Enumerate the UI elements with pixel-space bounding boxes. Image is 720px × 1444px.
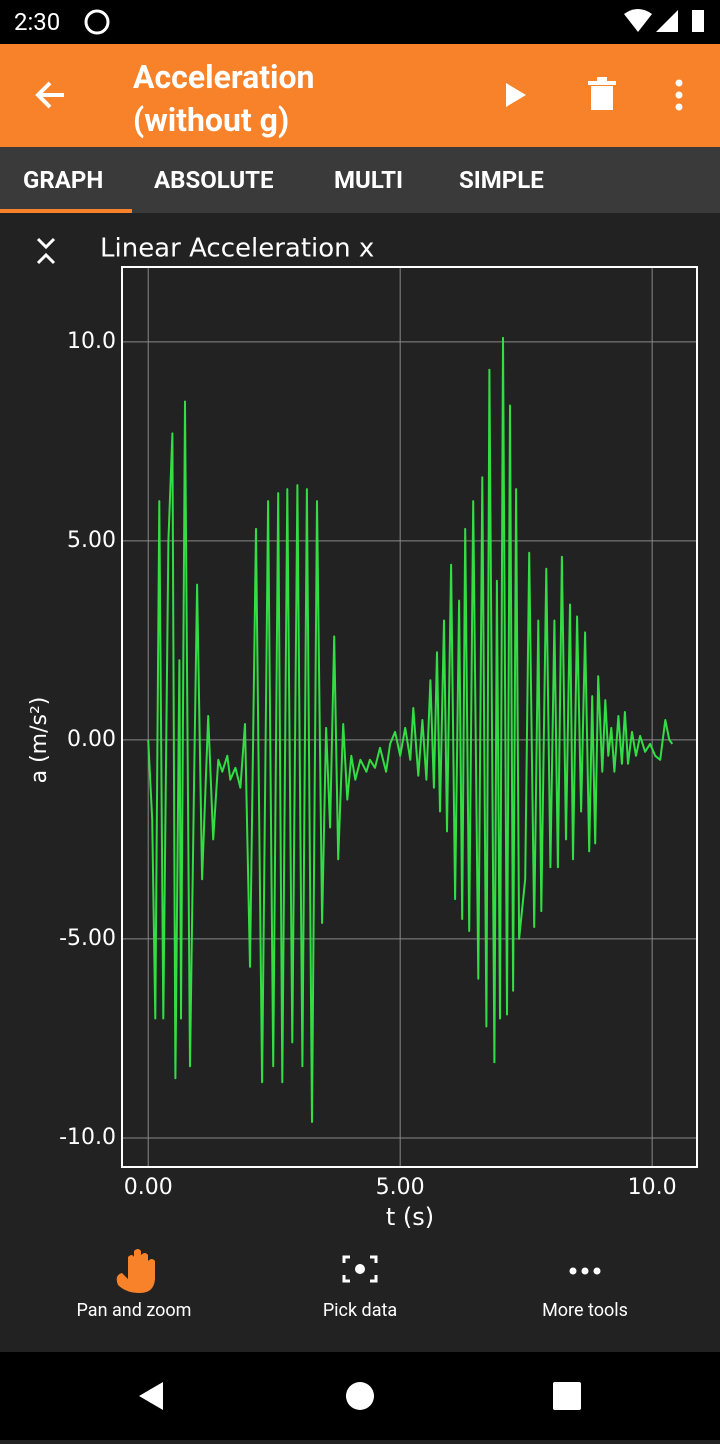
app-bar-icons: [35, 77, 683, 111]
nav-recents[interactable]: [553, 1382, 581, 1410]
y-tick-label: -10.0: [59, 1125, 116, 1150]
tab[interactable]: SIMPLE: [459, 166, 544, 194]
tool-icons: [116, 1249, 601, 1293]
tool[interactable]: Pan and zoom: [76, 1300, 192, 1321]
chart: Linear Acceleration x t (s) a (m/s²) -10…: [27, 234, 698, 1231]
play[interactable]: [506, 83, 526, 107]
toolbar: Pan and zoom Pick data More tools: [0, 1235, 720, 1352]
data-line: [147, 336, 674, 1123]
tool[interactable]: More tools: [542, 1300, 628, 1321]
nav-bar: [0, 1352, 720, 1440]
app-bar: Acceleration (without g): [0, 44, 720, 147]
tool[interactable]: Pick data: [322, 1300, 398, 1321]
x-axis-label: t (s): [386, 1203, 434, 1231]
y-tick-label: 0.00: [67, 727, 116, 752]
back[interactable]: [35, 81, 64, 109]
y-tick-label: 10.0: [67, 329, 116, 354]
y-tick-label: -5.00: [59, 926, 116, 951]
tab[interactable]: GRAPH: [23, 166, 104, 194]
menu[interactable]: [675, 79, 683, 111]
y-axis-label: a (m/s²): [27, 697, 52, 784]
x-tick-label: 10.0: [628, 1175, 677, 1200]
chart-title: Linear Acceleration x: [100, 234, 374, 264]
status-bar: 2:30: [0, 0, 720, 44]
delete[interactable]: [588, 77, 616, 110]
app-title: Acceleration (without g): [133, 58, 315, 139]
status-icons: [84, 9, 704, 35]
x-tick-label: 0.00: [124, 1175, 173, 1200]
tab-indicator: [0, 209, 132, 213]
nav-back[interactable]: [139, 1382, 163, 1410]
nav-home[interactable]: [346, 1382, 374, 1410]
plot-frame: [121, 266, 698, 1168]
clock: 2:30: [14, 8, 61, 36]
nav-icons: [139, 1382, 581, 1410]
collapse[interactable]: [36, 237, 56, 265]
x-tick-label: 5.00: [376, 1175, 425, 1200]
y-tick-label: 5.00: [67, 528, 116, 553]
tab[interactable]: MULTI: [334, 166, 404, 194]
tab[interactable]: ABSOLUTE: [154, 166, 274, 194]
tab-bar: GRAPH ABSOLUTE MULTI SIMPLE: [0, 147, 720, 213]
